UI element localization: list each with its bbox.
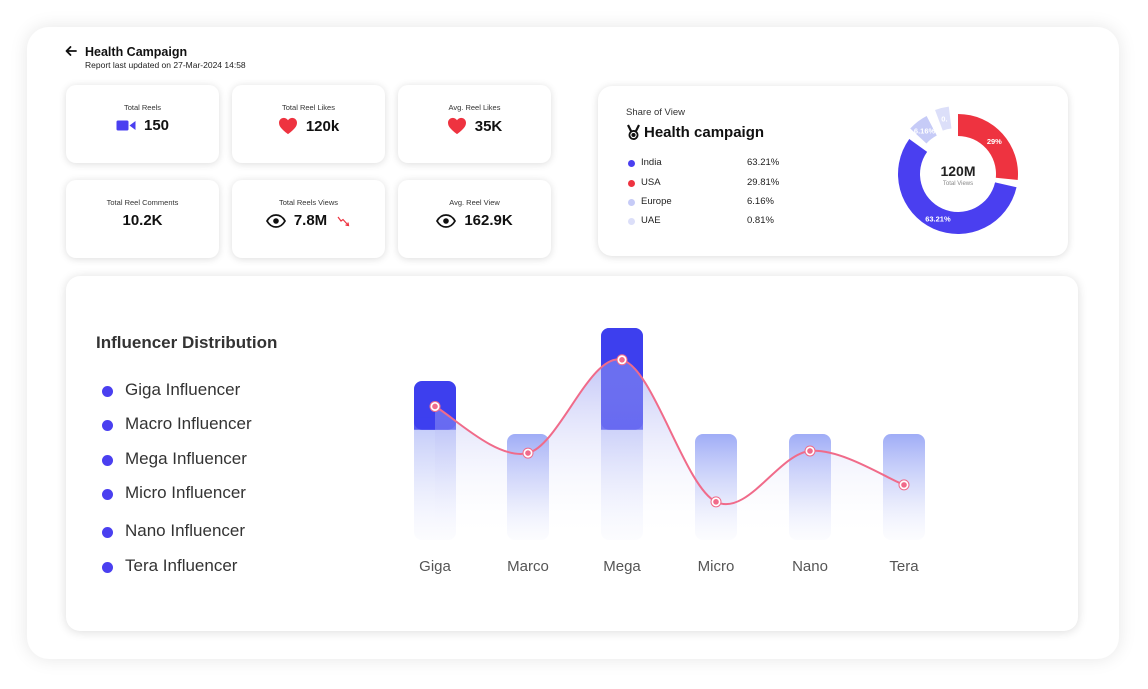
stat-value: 35K bbox=[474, 117, 503, 135]
legend-dot bbox=[102, 420, 113, 431]
x-tick-label-mega: Mega bbox=[603, 558, 641, 575]
x-tick-label-marco: Marco bbox=[507, 558, 549, 575]
legend-dot bbox=[102, 455, 113, 466]
legend-name: Mega Influencer bbox=[125, 449, 247, 468]
legend-name: USA bbox=[641, 177, 661, 188]
stat-card-total-reel-likes: Total Reel Likes 120k bbox=[232, 85, 385, 163]
stat-value: 120k bbox=[305, 117, 340, 135]
legend-name: Giga Influencer bbox=[125, 380, 241, 399]
influencer-distribution-title: Influencer Distribution bbox=[96, 333, 278, 352]
report-updated-text: Report last updated on 27-Mar-2024 14:58 bbox=[85, 60, 246, 70]
video-camera-icon bbox=[116, 120, 136, 131]
legend-name: Micro Influencer bbox=[125, 483, 246, 502]
legend-name: Tera Influencer bbox=[125, 556, 238, 575]
x-tick-label-micro: Micro bbox=[698, 558, 735, 575]
stat-value: 7.8M bbox=[293, 212, 328, 229]
legend-dot bbox=[102, 562, 113, 573]
donut-slice-india bbox=[898, 139, 1017, 234]
donut-slice-usa bbox=[958, 114, 1018, 180]
share-of-view-card: Share of View Health campaign India 63.21… bbox=[598, 86, 1068, 256]
share-of-view-label: Share of View bbox=[626, 107, 685, 118]
line-area bbox=[435, 359, 904, 540]
legend-dot bbox=[102, 527, 113, 538]
page-title: Health Campaign bbox=[85, 45, 188, 59]
stat-card-avg-reel-view: Avg. Reel View 162.9K bbox=[398, 180, 551, 258]
legend-percent: 6.16% bbox=[747, 196, 774, 207]
stat-label: Total Reels bbox=[123, 103, 162, 112]
stat-value: 162.9K bbox=[464, 212, 513, 229]
line-point-core bbox=[807, 448, 813, 454]
eye-icon bbox=[436, 213, 457, 228]
donut-slice-label: 6.16% bbox=[914, 126, 936, 135]
share-of-view-donut-chart: 29% 63.21% 6.16% 0. 120M Total Views bbox=[898, 106, 1018, 234]
stat-label: Total Reels Views bbox=[278, 198, 339, 207]
stat-label: Avg. Reel View bbox=[449, 198, 500, 207]
line-point-core bbox=[901, 482, 907, 488]
share-of-view-title: Health campaign bbox=[644, 124, 765, 141]
stat-value: 10.2K bbox=[122, 212, 163, 229]
stat-card-total-reels: Total Reels 150 bbox=[66, 85, 219, 163]
line-point-core bbox=[525, 450, 531, 456]
eye-icon bbox=[265, 213, 286, 228]
legend-dot bbox=[628, 199, 635, 206]
line-point-core bbox=[619, 357, 625, 363]
trend-down-icon bbox=[337, 216, 350, 226]
x-tick-label-tera: Tera bbox=[889, 558, 919, 575]
medal-icon bbox=[627, 124, 640, 140]
legend-dot bbox=[628, 180, 635, 187]
stat-label: Total Reel Comments bbox=[106, 198, 179, 207]
donut-slice-europe bbox=[910, 116, 937, 144]
legend-name: India bbox=[641, 157, 662, 168]
donut-slice-label: 0. bbox=[941, 115, 947, 124]
line-point-core bbox=[713, 499, 719, 505]
legend-dot bbox=[628, 218, 635, 225]
legend-name: UAE bbox=[641, 215, 661, 226]
donut-slice-label: 63.21% bbox=[925, 215, 951, 224]
donut-total-label: Total Views bbox=[943, 181, 973, 187]
legend-percent: 63.21% bbox=[747, 157, 780, 168]
back-arrow-icon[interactable] bbox=[64, 44, 78, 58]
stat-card-total-reel-comments: Total Reel Comments 10.2K bbox=[66, 180, 219, 258]
line-point-core bbox=[432, 403, 438, 410]
stat-card-total-reels-views: Total Reels Views 7.8M bbox=[232, 180, 385, 258]
legend-dot bbox=[102, 489, 113, 500]
donut-slice-uae bbox=[935, 106, 952, 131]
legend-name: Macro Influencer bbox=[125, 414, 252, 433]
legend-name: Europe bbox=[641, 196, 672, 207]
legend-percent: 29.81% bbox=[747, 177, 780, 188]
x-tick-label-nano: Nano bbox=[792, 558, 828, 575]
legend-dot bbox=[102, 386, 113, 397]
legend-percent: 0.81% bbox=[747, 215, 774, 226]
legend-name: Nano Influencer bbox=[125, 521, 246, 540]
heart-icon bbox=[447, 117, 466, 135]
donut-slice-label: 29% bbox=[987, 137, 1002, 146]
x-tick-label-giga: Giga bbox=[419, 558, 451, 575]
legend-dot bbox=[628, 160, 635, 167]
stat-label: Total Reel Likes bbox=[282, 103, 335, 112]
donut-total-value: 120M bbox=[940, 163, 975, 179]
stat-card-avg-reel-likes: Avg. Reel Likes 35K bbox=[398, 85, 551, 163]
stat-label: Avg. Reel Likes bbox=[448, 103, 501, 112]
heart-icon bbox=[278, 117, 297, 135]
stat-value: 150 bbox=[143, 117, 170, 134]
